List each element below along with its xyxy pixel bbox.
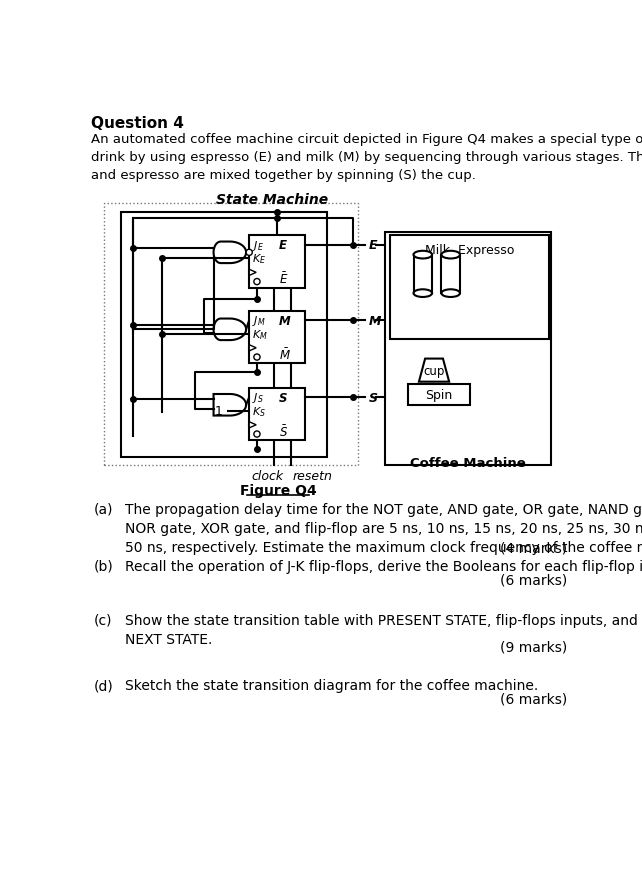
Text: (b): (b)	[94, 559, 114, 573]
Text: (c): (c)	[94, 613, 113, 627]
Text: Milk  Expresso: Milk Expresso	[424, 243, 514, 256]
Bar	[385, 233, 551, 465]
Ellipse shape	[442, 251, 460, 259]
Text: $\bar{E}$: $\bar{E}$	[279, 271, 288, 287]
Text: Coffee Machine: Coffee Machine	[410, 457, 526, 470]
Text: (4 marks): (4 marks)	[500, 541, 567, 555]
Text: (d): (d)	[94, 679, 114, 693]
Text: Question 4: Question 4	[91, 116, 184, 131]
Text: $J_E$: $J_E$	[252, 238, 263, 252]
Text: Recall the operation of J-K flip-flops, derive the Booleans for each flip-flop i: Recall the operation of J-K flip-flops, …	[125, 559, 642, 573]
Text: $K_M$: $K_M$	[252, 327, 267, 342]
Text: Show the state transition table with PRESENT STATE, flip-flops inputs, and
NEXT : Show the state transition table with PRE…	[125, 613, 638, 646]
Text: 1: 1	[215, 405, 223, 418]
Bar	[249, 312, 305, 363]
Circle shape	[246, 250, 252, 256]
Text: $K_E$: $K_E$	[252, 252, 266, 266]
Bar	[413, 255, 432, 294]
Ellipse shape	[413, 290, 432, 298]
Circle shape	[254, 279, 260, 285]
Bar	[442, 255, 460, 294]
Bar	[249, 236, 305, 288]
Circle shape	[254, 431, 260, 437]
Polygon shape	[214, 242, 246, 263]
Bar	[121, 213, 327, 457]
Polygon shape	[249, 422, 256, 428]
Text: Figure Q4: Figure Q4	[239, 484, 317, 498]
Text: (6 marks): (6 marks)	[499, 692, 567, 706]
Text: resetn: resetn	[293, 470, 333, 483]
Ellipse shape	[442, 290, 460, 298]
Text: State Machine: State Machine	[216, 193, 328, 207]
Text: The propagation delay time for the NOT gate, AND gate, OR gate, NAND gate,
NOR g: The propagation delay time for the NOT g…	[125, 502, 642, 554]
Polygon shape	[214, 320, 246, 341]
Text: M: M	[279, 314, 290, 327]
Bar	[390, 236, 549, 340]
Text: An automated coffee machine circuit depicted in Figure Q4 makes a special type o: An automated coffee machine circuit depi…	[91, 133, 642, 182]
Polygon shape	[249, 345, 256, 351]
Text: S: S	[279, 391, 287, 404]
Text: $\bar{S}$: $\bar{S}$	[279, 424, 288, 439]
Text: M: M	[369, 314, 381, 327]
Text: (9 marks): (9 marks)	[499, 640, 567, 654]
Ellipse shape	[413, 251, 432, 259]
Text: (a): (a)	[94, 502, 114, 516]
Text: $J_M$: $J_M$	[252, 313, 265, 327]
Text: $K_S$: $K_S$	[252, 405, 266, 418]
Bar	[249, 388, 305, 441]
Text: cup: cup	[423, 364, 444, 378]
Circle shape	[254, 355, 260, 361]
Text: S: S	[369, 391, 377, 404]
Text: E: E	[369, 239, 377, 252]
Text: Sketch the state transition diagram for the coffee machine.: Sketch the state transition diagram for …	[125, 679, 539, 693]
Bar	[408, 385, 470, 406]
Text: (6 marks): (6 marks)	[499, 573, 567, 587]
Bar	[103, 204, 358, 465]
Text: $J_S$: $J_S$	[252, 391, 263, 405]
Text: $\bar{M}$: $\bar{M}$	[279, 347, 290, 363]
Text: Spin: Spin	[426, 388, 453, 401]
Polygon shape	[214, 394, 246, 416]
Polygon shape	[419, 359, 449, 382]
Text: E: E	[279, 239, 286, 252]
Polygon shape	[249, 270, 256, 276]
Text: clock: clock	[252, 470, 284, 483]
